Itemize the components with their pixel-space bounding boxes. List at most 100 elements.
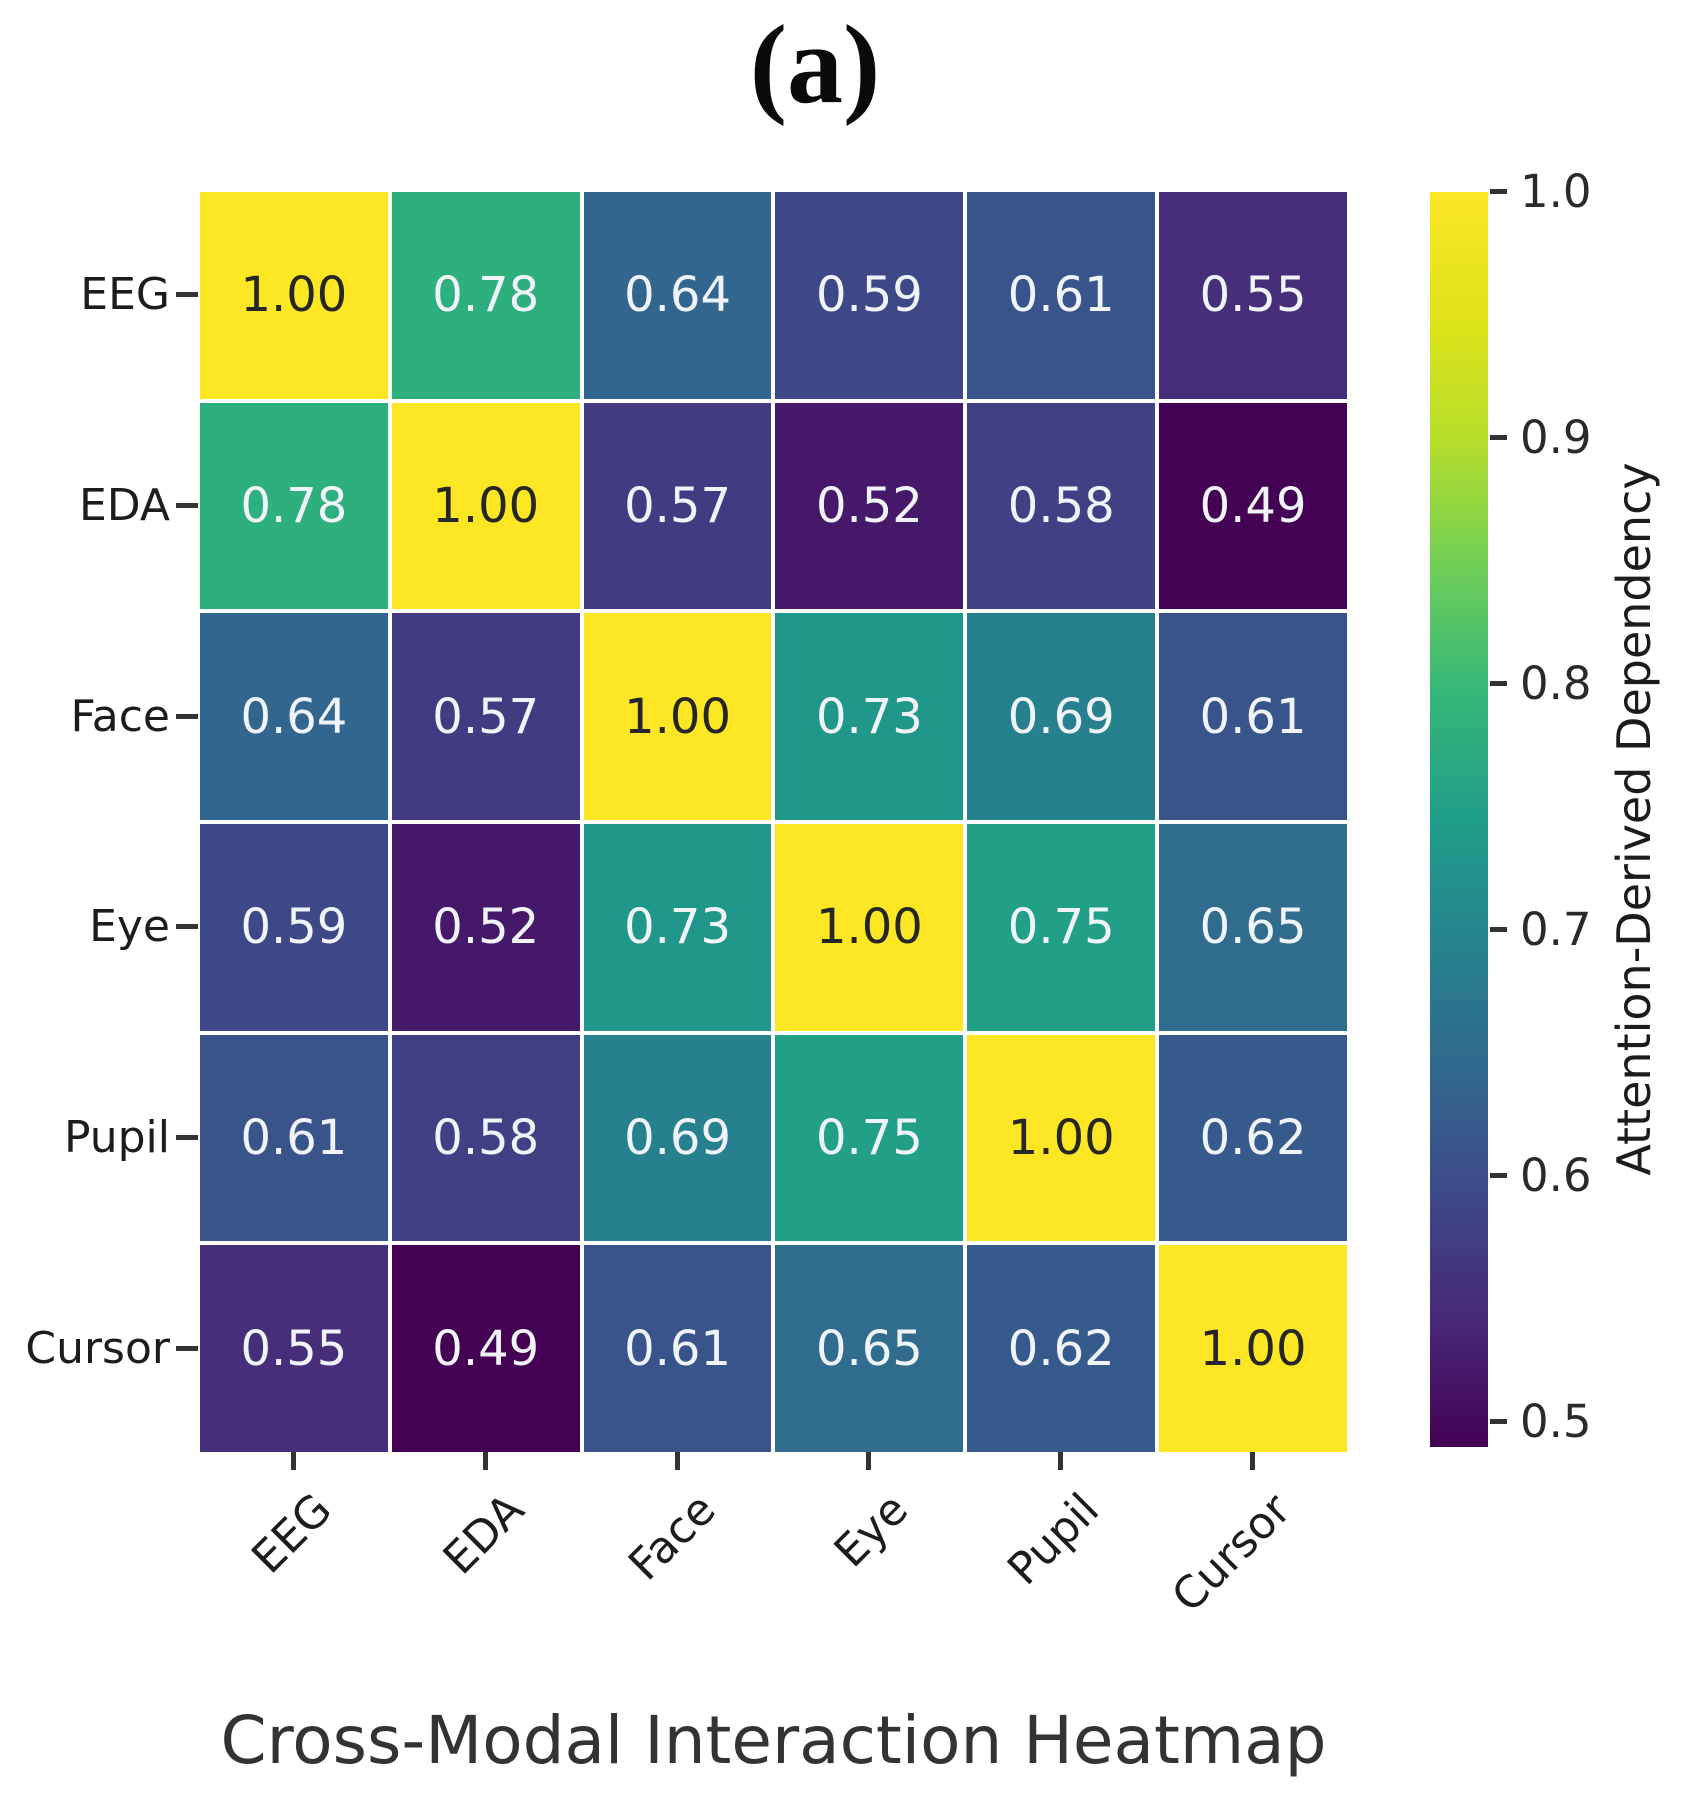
- cell-value: 0.65: [815, 1320, 923, 1377]
- colorbar-gradient: [1430, 192, 1488, 1447]
- heatmap-cell: 0.75: [967, 824, 1156, 1031]
- cell-value: 0.59: [815, 267, 923, 324]
- colorbar-tick-mark: [1490, 1173, 1507, 1179]
- colorbar-tick-label: 0.7: [1520, 903, 1592, 957]
- heatmap-cell: 0.58: [391, 1034, 580, 1242]
- colorbar-tick-label: 1.0: [1520, 165, 1592, 218]
- x-tick-mark: [866, 1452, 872, 1470]
- heatmap-cell: 0.57: [391, 613, 580, 820]
- heatmap-cell: 1.00: [391, 402, 580, 610]
- y-tick-label: Cursor: [25, 1322, 170, 1374]
- y-tick-label: Pupil: [63, 1112, 170, 1163]
- y-tick-mark: [176, 292, 198, 298]
- heatmap-cell: 0.69: [583, 1034, 772, 1242]
- x-tick-mark: [1058, 1452, 1064, 1470]
- heatmap-cell: 0.64: [200, 613, 388, 820]
- heatmap-cell: 0.65: [1159, 824, 1347, 1031]
- heatmap-cell: 0.78: [391, 192, 580, 399]
- cell-value: 0.78: [240, 477, 348, 534]
- heatmap-cell: 0.75: [775, 1034, 964, 1242]
- heatmap-cell: 0.49: [391, 1245, 580, 1452]
- heatmap-cell: 0.61: [583, 1245, 772, 1452]
- cell-value: 0.61: [1007, 267, 1115, 324]
- cell-value: 0.78: [432, 267, 540, 324]
- cell-value: 1.00: [432, 477, 540, 534]
- heatmap-cell: 1.00: [775, 824, 964, 1031]
- heatmap-cell: 0.73: [775, 613, 964, 820]
- colorbar-tick-mark: [1490, 1419, 1507, 1425]
- heatmap-cell: 0.62: [1159, 1034, 1347, 1242]
- x-tick-label: EDA: [433, 1484, 534, 1585]
- cell-value: 0.64: [240, 688, 348, 745]
- y-tick-mark: [176, 713, 198, 719]
- y-tick-mark: [176, 1345, 198, 1351]
- heatmap-cell: 0.49: [1159, 402, 1347, 610]
- cell-value: 0.57: [432, 688, 540, 745]
- colorbar-tick-label: 0.5: [1520, 1395, 1592, 1449]
- cell-value: 0.52: [432, 899, 540, 956]
- colorbar-tick-mark: [1490, 927, 1507, 933]
- heatmap-cell: 0.62: [967, 1245, 1156, 1452]
- y-tick-mark: [176, 503, 198, 508]
- heatmap-cell: 0.64: [583, 192, 772, 399]
- x-tick-label: Face: [619, 1484, 726, 1591]
- heatmap-cell: 0.61: [1159, 613, 1347, 820]
- cell-value: 0.49: [1199, 477, 1307, 534]
- heatmap-cell: 0.59: [775, 192, 964, 399]
- cell-value: 0.69: [624, 1109, 731, 1166]
- y-tick-label: Eye: [89, 901, 170, 953]
- heatmap-cell: 0.65: [775, 1245, 964, 1452]
- heatmap-cell: 1.00: [1159, 1245, 1347, 1452]
- cell-value: 1.00: [1199, 1320, 1307, 1377]
- heatmap-cell: 0.59: [200, 824, 388, 1031]
- y-tick-mark: [176, 924, 198, 930]
- cell-value: 1.00: [240, 267, 348, 324]
- colorbar-tick-mark: [1490, 435, 1507, 441]
- x-tick-label: EEG: [242, 1484, 342, 1584]
- heatmap-cell: 0.61: [967, 192, 1156, 399]
- cell-value: 0.69: [1007, 688, 1115, 745]
- cell-value: 0.61: [624, 1320, 731, 1377]
- y-tick-label: EEG: [80, 269, 170, 321]
- colorbar-tick-mark: [1490, 681, 1507, 687]
- x-tick-label: Eye: [824, 1484, 918, 1578]
- x-tick-mark: [674, 1452, 680, 1470]
- cell-value: 0.58: [1007, 477, 1115, 534]
- heatmap-cell: 0.58: [967, 402, 1156, 610]
- cell-value: 0.65: [1199, 899, 1307, 956]
- cell-value: 0.59: [240, 899, 348, 956]
- cell-value: 0.73: [815, 688, 923, 745]
- heatmap-cell: 0.61: [200, 1034, 388, 1242]
- y-tick-label: EDA: [78, 480, 170, 531]
- heatmap-cell: 0.55: [1159, 192, 1347, 399]
- y-tick-mark: [176, 1135, 198, 1140]
- cell-value: 1.00: [815, 899, 923, 956]
- heatmap-cell: 0.52: [391, 824, 580, 1031]
- heatmap-cell: 0.55: [200, 1245, 388, 1452]
- cell-value: 0.61: [240, 1109, 348, 1166]
- heatmap-cell: 1.00: [200, 192, 388, 399]
- x-tick-mark: [482, 1452, 488, 1470]
- cell-value: 0.55: [1199, 267, 1307, 324]
- colorbar-tick-label: 0.9: [1520, 411, 1592, 465]
- cell-value: 0.57: [624, 477, 731, 534]
- heatmap-cell: 0.73: [583, 824, 772, 1031]
- heatmap-grid: 1.00 0.78 0.64 0.59 0.61 0.55 0.78 1.00 0.57 0.52…: [200, 192, 1347, 1452]
- y-tick-label: Face: [70, 690, 171, 742]
- heatmap-cell: 0.57: [583, 402, 772, 610]
- colorbar-tick-mark: [1490, 189, 1507, 194]
- cell-value: 0.73: [624, 899, 731, 956]
- cell-value: 0.75: [815, 1109, 923, 1166]
- cell-value: 0.52: [815, 477, 923, 534]
- cell-value: 0.64: [624, 267, 731, 324]
- colorbar-tick-label: 0.8: [1520, 657, 1592, 711]
- cell-value: 0.61: [1199, 688, 1307, 745]
- cell-value: 1.00: [624, 688, 731, 745]
- cell-value: 0.55: [240, 1320, 348, 1377]
- panel-label: (a): [749, 3, 881, 127]
- heatmap-cell: 0.69: [967, 613, 1156, 820]
- heatmap-cell: 0.78: [200, 402, 388, 610]
- heatmap-cell: 1.00: [967, 1034, 1156, 1242]
- cell-value: 0.62: [1007, 1320, 1115, 1377]
